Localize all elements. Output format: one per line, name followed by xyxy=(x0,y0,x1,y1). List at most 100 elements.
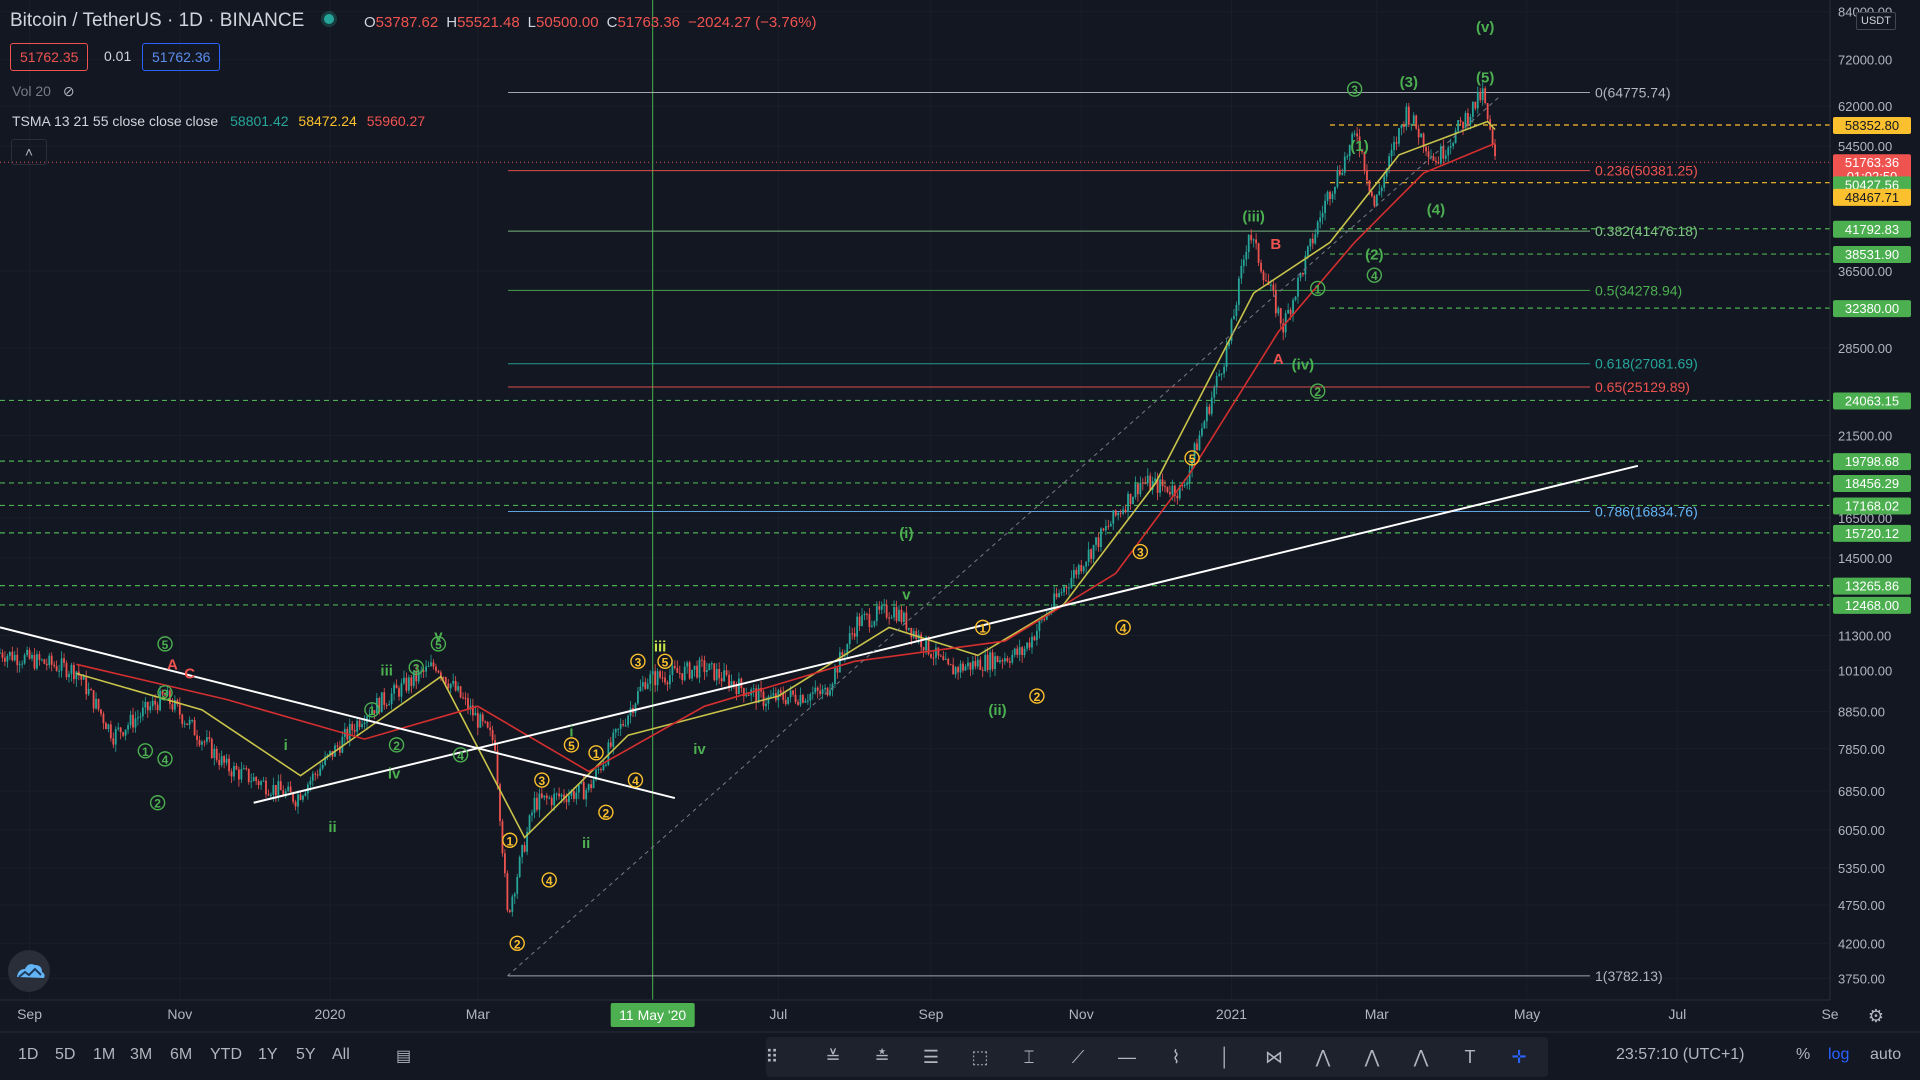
wave-label[interactable]: 3 xyxy=(1346,81,1363,97)
wave-label[interactable]: 5 xyxy=(157,636,173,652)
forecast-icon[interactable]: ☰ xyxy=(922,1047,940,1067)
vertical-line-icon[interactable]: │ xyxy=(1219,1047,1231,1067)
wave-label[interactable]: 2 xyxy=(388,737,405,753)
horizontal-line-icon[interactable]: — xyxy=(1118,1047,1136,1067)
wave-label[interactable]: 3 xyxy=(534,772,550,788)
wave-label[interactable]: 5 xyxy=(430,636,447,652)
wave-label[interactable]: (ii) xyxy=(988,702,1006,719)
wave-label[interactable]: A xyxy=(167,656,178,673)
wave-label[interactable]: 1 xyxy=(364,702,380,718)
xabcd-pattern-icon[interactable]: ⋈ xyxy=(1265,1047,1283,1067)
wave-label[interactable]: iv xyxy=(388,766,401,783)
price-badge[interactable] xyxy=(1833,116,1911,134)
moving-average-line[interactable] xyxy=(76,142,1496,773)
wave-label[interactable]: 4 xyxy=(627,772,644,788)
auto-toggle[interactable]: auto xyxy=(1870,1046,1902,1063)
timeframe-5y[interactable]: 5Y xyxy=(296,1046,316,1063)
short-position-icon[interactable]: ≛ xyxy=(874,1047,890,1067)
wave-label[interactable]: iv xyxy=(693,741,706,758)
wave-label[interactable]: i xyxy=(569,723,573,740)
wave-label[interactable]: 5 xyxy=(657,653,673,669)
trend-line[interactable] xyxy=(253,464,1639,804)
wave-label[interactable]: 2 xyxy=(1029,688,1045,704)
currency-label[interactable]: USDT xyxy=(1856,12,1896,30)
wave-label[interactable]: (iv) xyxy=(1292,357,1315,374)
trend-line[interactable] xyxy=(507,95,1501,977)
wave-label[interactable]: 1 xyxy=(975,619,991,635)
long-position-icon[interactable]: ≚ xyxy=(825,1047,841,1067)
wave-label[interactable]: 3 xyxy=(1132,543,1149,560)
wave-label[interactable]: iii xyxy=(654,639,667,656)
volume-indicator[interactable]: Vol 20 ⊘ xyxy=(12,83,75,100)
wave-label[interactable]: (5) xyxy=(1476,69,1494,86)
timeframe-1d[interactable]: 1D xyxy=(18,1046,39,1063)
grid-dots-icon[interactable]: ⠿ xyxy=(765,1047,779,1067)
price-badge[interactable] xyxy=(1833,596,1911,614)
price-range-icon[interactable]: ⌶ xyxy=(1023,1047,1035,1067)
collapse-legend-button[interactable]: ˄ xyxy=(11,139,47,165)
wave-label[interactable]: 4 xyxy=(157,751,173,767)
wave-label[interactable]: (1) xyxy=(1350,138,1368,155)
price-badge[interactable] xyxy=(1833,300,1911,318)
calendar-icon[interactable]: ▤ xyxy=(396,1048,412,1065)
timeframe-ytd[interactable]: YTD xyxy=(210,1046,242,1063)
wave-label[interactable]: (2) xyxy=(1365,246,1383,263)
wave-label[interactable]: 1 xyxy=(502,832,518,848)
wave-label[interactable]: A xyxy=(1273,351,1284,368)
wave-label[interactable]: 4 xyxy=(1115,619,1131,635)
wave-label[interactable]: 2 xyxy=(509,935,525,951)
price-badge[interactable] xyxy=(1833,392,1911,410)
price-badge[interactable] xyxy=(1833,154,1911,172)
trend-line-icon[interactable]: ⟋ xyxy=(1071,1047,1085,1067)
wave-label[interactable]: v xyxy=(902,586,911,603)
timeframe-3m[interactable]: 3M xyxy=(130,1046,153,1063)
tsma-indicator[interactable]: TSMA 13 21 55 close close close 58801.42… xyxy=(12,113,425,129)
price-badge[interactable] xyxy=(1833,524,1911,542)
price-badge[interactable] xyxy=(1833,188,1911,206)
abc-correction-icon[interactable]: ⋀ xyxy=(1364,1047,1380,1067)
wave-label[interactable]: 4 xyxy=(541,872,557,888)
wave-label[interactable]: 2 xyxy=(1309,383,1326,399)
wave-label[interactable]: 3 xyxy=(157,685,173,701)
symbol-title[interactable]: Bitcoin / TetherUS · 1D · BINANCE xyxy=(10,10,342,32)
wave-label[interactable]: 2 xyxy=(149,795,166,811)
price-badge[interactable] xyxy=(1833,474,1911,492)
wave-label[interactable]: 5 xyxy=(1184,450,1200,466)
wave-label[interactable]: 1 xyxy=(588,745,604,761)
wave-label[interactable]: iii xyxy=(380,662,393,679)
elliott-triangle-icon[interactable]: ⋀ xyxy=(1413,1047,1429,1067)
settings-gear-icon[interactable]: ⚙ xyxy=(1868,1006,1884,1027)
symbol-name[interactable]: Bitcoin / TetherUS · 1D · BINANCE xyxy=(10,10,305,31)
timeframe-6m[interactable]: 6M xyxy=(170,1046,193,1063)
wave-label[interactable]: ii xyxy=(328,819,336,836)
price-badge[interactable] xyxy=(1833,220,1911,238)
percent-toggle[interactable]: % xyxy=(1796,1046,1811,1063)
hide-eye-icon[interactable]: ⊘ xyxy=(62,83,75,99)
wave-label[interactable]: (4) xyxy=(1427,201,1445,218)
text-icon[interactable]: T xyxy=(1464,1047,1476,1067)
wave-label[interactable]: B xyxy=(1270,236,1281,253)
date-range-icon[interactable]: ⬚ xyxy=(971,1047,989,1067)
timeframe-5d[interactable]: 5D xyxy=(55,1046,76,1063)
price-badge[interactable] xyxy=(1833,453,1911,471)
crosshair-icon[interactable]: ✛ xyxy=(1511,1047,1527,1067)
wave-label[interactable]: 4 xyxy=(452,747,469,763)
wave-label[interactable]: v xyxy=(434,628,443,645)
wave-label[interactable]: (v) xyxy=(1476,19,1494,36)
buy-button[interactable]: 51762.36 xyxy=(142,43,221,71)
wave-label[interactable]: (i) xyxy=(899,525,913,542)
wave-label[interactable]: (iii) xyxy=(1242,208,1265,225)
timeframe-1m[interactable]: 1M xyxy=(93,1046,116,1063)
wave-label[interactable]: 1 xyxy=(137,743,154,759)
wave-label[interactable]: i xyxy=(284,737,288,754)
wave-label[interactable]: 1 xyxy=(1309,280,1326,296)
timeframe-1y[interactable]: 1Y xyxy=(258,1046,278,1063)
polyline-icon[interactable]: ⌇ xyxy=(1171,1047,1181,1067)
moving-average-line[interactable] xyxy=(76,120,1496,839)
elliott-impulse-icon[interactable]: ⋀ xyxy=(1315,1047,1331,1067)
wave-label[interactable]: (3) xyxy=(1400,74,1418,91)
log-toggle[interactable]: log xyxy=(1828,1046,1850,1063)
wave-label[interactable]: 5 xyxy=(563,737,580,753)
wave-label[interactable]: C xyxy=(184,666,195,683)
